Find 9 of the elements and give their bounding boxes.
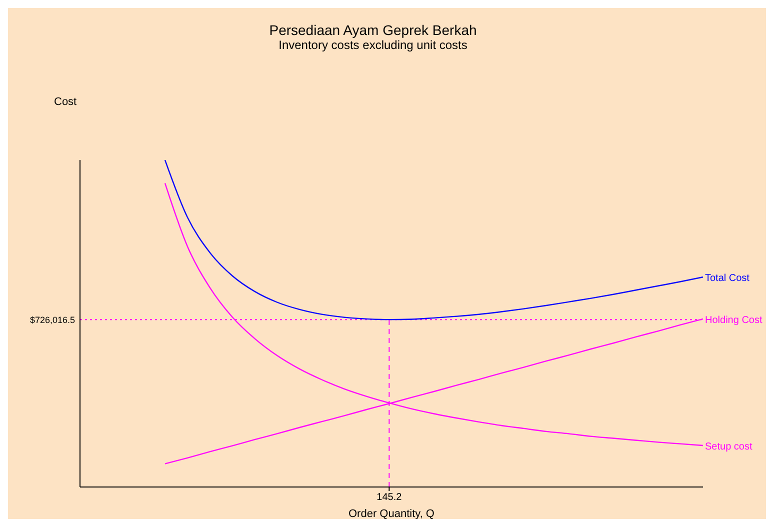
text: Cost [54,96,77,108]
series-label: Total Cost [705,273,750,284]
text: $726,016.5 [30,314,75,325]
x-axis-title: Order Quantity, Q [348,508,435,520]
series-label: Holding Cost [705,314,762,326]
text: 145.2 [376,492,402,504]
chart-subtitle: Inventory costs excluding unit costs [278,38,468,52]
chart-title: Persediaan Ayam Geprek Berkah [268,22,478,38]
series-label: Setup cost [705,441,752,452]
